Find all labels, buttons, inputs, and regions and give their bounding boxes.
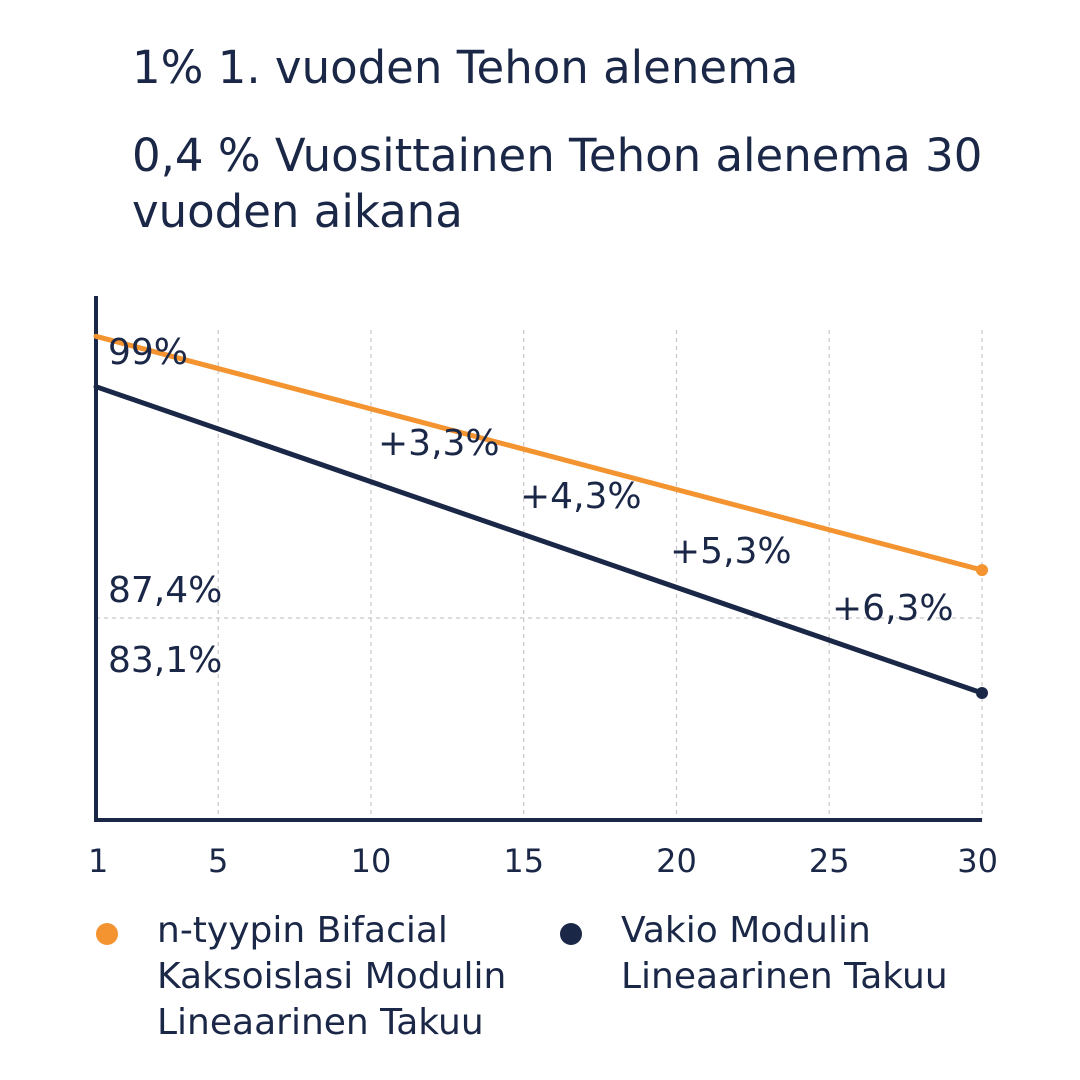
value-label-99: 99% bbox=[108, 332, 188, 373]
legend-item-standard: Vakio Modulin Lineaarinen Takuu bbox=[560, 908, 948, 1000]
x-tick-label-15: 15 bbox=[503, 842, 544, 880]
gain-label-10: +3,3% bbox=[378, 423, 500, 464]
label-layer: 1 5 10 15 20 25 3099%87,4%83,1%+3,3%+4,3%+5,3%… bbox=[88, 332, 998, 880]
axis-layer bbox=[94, 296, 982, 822]
series-line-bifacial bbox=[93, 333, 985, 573]
x-tick-label-25: 25 bbox=[809, 842, 850, 880]
legend-swatch-bifacial bbox=[96, 923, 118, 945]
series-line-standard bbox=[93, 384, 985, 696]
legend-swatch-standard bbox=[560, 923, 582, 945]
gain-label-15: +4,3% bbox=[520, 476, 642, 517]
gain-label-25: +6,3% bbox=[832, 588, 954, 629]
x-tick-label-20: 20 bbox=[656, 842, 697, 880]
legend-label-bifacial: n-tyypin Bifacial Kaksoislasi Modulin Li… bbox=[157, 910, 507, 1043]
x-tick-label-10: 10 bbox=[351, 842, 392, 880]
value-label-83-1: 83,1% bbox=[108, 640, 222, 681]
legend-item-bifacial: n-tyypin Bifacial Kaksoislasi Modulin Li… bbox=[96, 908, 506, 1046]
series-endpoint-bifacial bbox=[976, 564, 988, 577]
legend-label-standard: Vakio Modulin Lineaarinen Takuu bbox=[621, 910, 948, 997]
gain-label-20: +5,3% bbox=[670, 531, 792, 572]
x-tick-label-5: 5 bbox=[208, 842, 228, 880]
x-tick-label-30: 30 bbox=[957, 842, 998, 880]
headline-first-year: 1% 1. vuoden Tehon alenema bbox=[132, 41, 799, 94]
value-label-87-4: 87,4% bbox=[108, 570, 222, 611]
series-endpoint-standard bbox=[976, 687, 988, 700]
grid-layer bbox=[96, 330, 983, 820]
headline-annual: 0,4 % Vuosittainen Tehon alenema 30 vuod… bbox=[132, 129, 983, 238]
x-tick-label-1: 1 bbox=[88, 842, 108, 880]
series-layer bbox=[93, 333, 988, 700]
